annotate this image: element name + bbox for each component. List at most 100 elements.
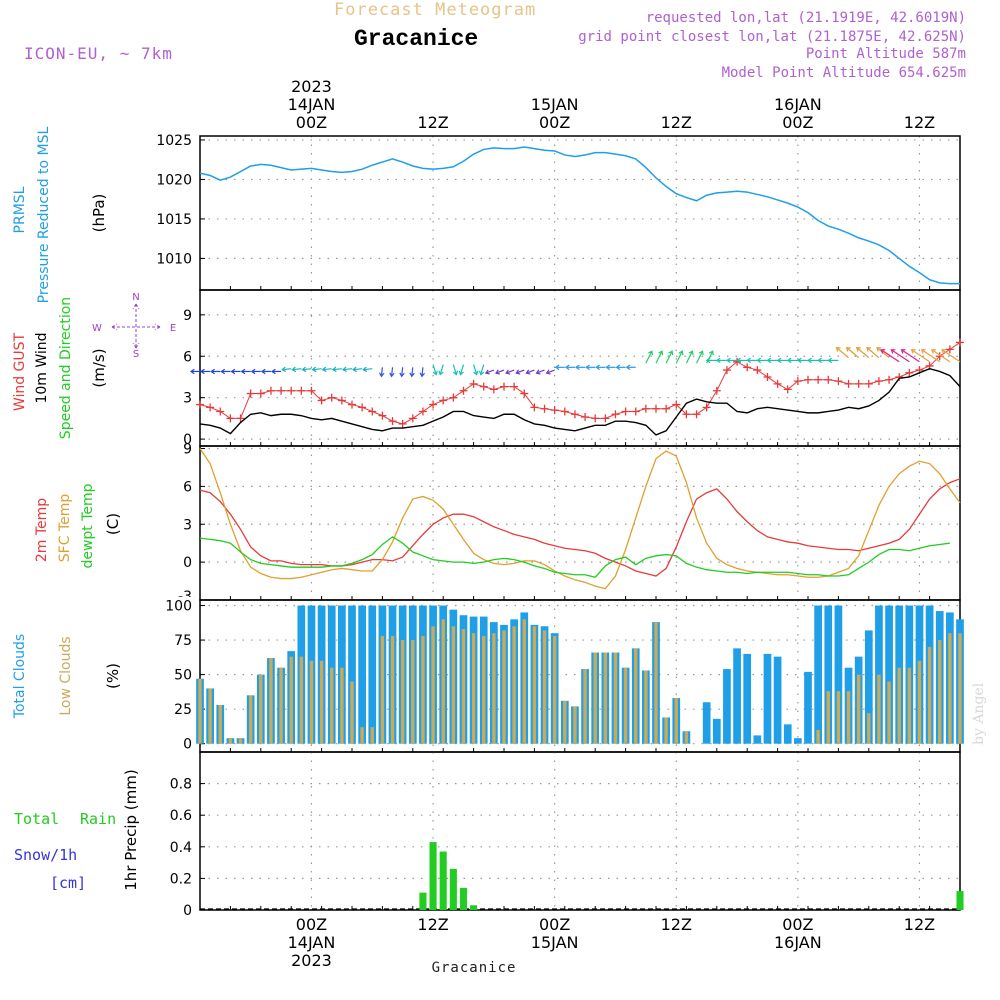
rain-bar: [459, 887, 468, 910]
wind-arrow: [941, 349, 961, 363]
low-cloud-bar: [867, 713, 871, 744]
bottom-time-label: 00Z: [539, 915, 570, 934]
low-cloud-bar: [492, 633, 496, 744]
low-cloud-bar: [512, 626, 516, 744]
gust-marker: [621, 407, 630, 416]
total-cloud-bar: [723, 669, 731, 744]
wind-arrow-head: [458, 370, 464, 376]
snow-unit: [cm]: [50, 874, 86, 892]
gust-marker: [418, 407, 427, 416]
wind-arrow-head: [615, 364, 621, 371]
gust-marker: [246, 389, 255, 398]
gust-marker: [712, 386, 721, 395]
wind-arrow-head: [900, 349, 906, 354]
bottom-time-label: 12Z: [417, 915, 448, 934]
wind-arrow-head: [478, 370, 485, 376]
gust-marker: [702, 403, 711, 412]
low-cloud-bar: [380, 635, 385, 744]
wind-arrow-head: [378, 372, 385, 378]
tsfc-line: [199, 448, 961, 590]
temperature-unit: (C): [104, 513, 122, 535]
total-cloud-bar: [783, 724, 792, 744]
wind-arrow: [931, 349, 951, 363]
wind-arrow-head: [890, 349, 896, 354]
low-cloud-bar: [360, 727, 364, 744]
wind-arrow-head: [766, 357, 772, 364]
wind-arrow-head: [452, 370, 459, 376]
low-cloud-bar: [330, 667, 334, 744]
y-tick-label: 1025: [156, 133, 192, 149]
wind-arrow-head: [845, 346, 851, 352]
wind-arrow-head: [271, 368, 276, 375]
pressure-line: [199, 146, 960, 285]
wind-arrow: [645, 350, 653, 364]
wind-arrow-head: [220, 368, 226, 375]
top-year-label: 2023: [291, 77, 332, 96]
total-label: Total: [14, 810, 59, 828]
y-tick-label: 1010: [156, 251, 192, 267]
pressure-label-short: PRMSL: [12, 186, 28, 233]
wind-arrow-head: [605, 364, 611, 371]
point-altitude: Point Altitude 587m: [805, 46, 966, 62]
wind-speed-line: [199, 367, 961, 436]
t2m-line: [199, 478, 961, 577]
top-time-label: 00Z: [539, 113, 570, 132]
gust-marker: [256, 389, 265, 398]
gust-marker: [834, 377, 843, 386]
wind-arrow-head: [505, 369, 511, 375]
wind-arrow-head: [786, 357, 792, 364]
wind-arrow-head: [495, 369, 501, 375]
wind-arrow: [526, 369, 535, 374]
gust-marker: [581, 413, 590, 422]
wind-arrow-head: [715, 357, 721, 364]
gust-marker: [327, 393, 336, 402]
low-cloud-bar: [208, 688, 212, 744]
gust-marker: [530, 403, 539, 412]
gust-marker: [500, 382, 508, 391]
rain-label: Rain: [80, 810, 116, 828]
low-cloud-bar: [299, 656, 304, 744]
total-cloud-bar: [702, 702, 711, 744]
gust-marker: [510, 382, 519, 391]
y-tick-label: 3: [183, 391, 192, 407]
low-cloud-bar: [603, 652, 608, 744]
low-cloud-bar: [228, 738, 233, 744]
low-cloud-bar: [218, 705, 222, 744]
wind-arrow-head: [260, 368, 266, 375]
gust-marker: [692, 410, 701, 419]
wind-arrow: [432, 364, 437, 375]
panel-frame: [199, 445, 961, 601]
wind-arrow: [876, 347, 890, 359]
wind-arrow: [856, 347, 870, 359]
wind-arrow-head: [200, 368, 205, 375]
rain-bar: [470, 905, 478, 910]
low-cloud-bar: [471, 633, 476, 744]
gust-marker: [266, 386, 275, 395]
low-cloud-bar: [542, 630, 547, 744]
low-cloud-bar: [461, 629, 466, 744]
wind-arrow-head: [648, 350, 654, 356]
gust-marker: [864, 379, 873, 388]
low-cloud-bar: [684, 731, 689, 744]
wind-arrow-head: [352, 366, 357, 373]
wind-arrow-head: [554, 364, 560, 371]
gust-marker: [743, 363, 752, 372]
wind-arrow: [505, 369, 515, 374]
wind-arrow-head: [827, 357, 833, 364]
top-time-label: 12Z: [417, 113, 448, 132]
gust-marker: [348, 400, 356, 409]
low-cloud-bar: [198, 678, 202, 744]
low-cloud-bar: [573, 706, 577, 744]
low-cloud-bar: [927, 646, 932, 744]
wind-arrow: [312, 368, 322, 371]
wind-arrow: [495, 369, 505, 374]
wind-arrow-head: [230, 368, 236, 375]
y-tick-label: 0: [183, 555, 192, 571]
wind-arrow-head: [389, 372, 395, 378]
low-cloud-bar: [238, 738, 243, 744]
wind-arrow: [655, 350, 663, 364]
snow-label: Snow/1h: [14, 846, 77, 864]
wind-arrow: [411, 367, 414, 377]
low-cloud-bar: [279, 667, 283, 744]
